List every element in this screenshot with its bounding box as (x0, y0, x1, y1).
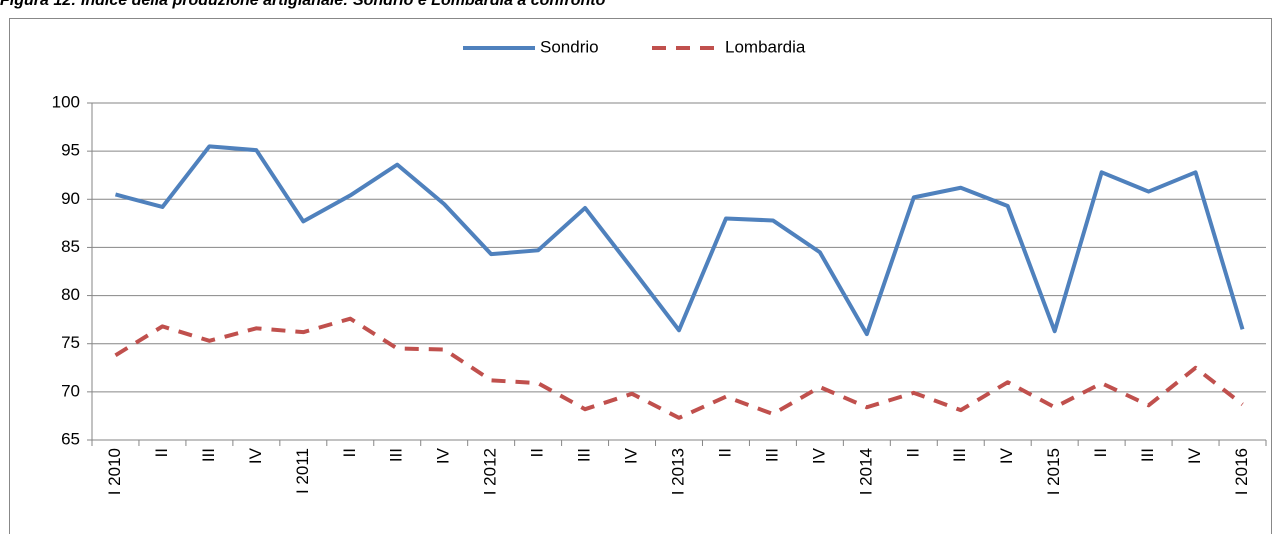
x-tick-label: I 2015 (1044, 448, 1063, 495)
x-tick-label: IV (622, 447, 641, 464)
x-tick-label: IV (246, 447, 265, 464)
x-tick-label: IV (809, 447, 828, 464)
x-tick-label: II (715, 448, 734, 457)
x-tick-label: III (1138, 448, 1157, 462)
x-tick-label: III (575, 448, 594, 462)
y-tick-label: 85 (61, 237, 80, 256)
x-tick-label: IV (997, 447, 1016, 464)
x-tick-label: I 2012 (481, 448, 500, 495)
chart-title: Figura 12: Indice della produzione artig… (0, 0, 606, 9)
x-tick-label: III (762, 448, 781, 462)
y-tick-label: 95 (61, 141, 80, 160)
x-tick-label: IV (1185, 447, 1204, 464)
legend-label: Sondrio (540, 37, 599, 56)
x-tick-label: II (152, 448, 171, 457)
chart-frame (9, 18, 1272, 534)
y-tick-label: 80 (61, 285, 80, 304)
y-tick-label: 90 (61, 189, 80, 208)
series-line (114, 316, 1244, 420)
x-tick-label: I 2010 (105, 448, 124, 495)
y-tick-label: 100 (52, 92, 80, 111)
y-tick-label: 70 (61, 381, 80, 400)
x-tick-label: I 2014 (856, 448, 875, 495)
legend-label: Lombardia (725, 37, 806, 56)
x-tick-label: IV (434, 447, 453, 464)
x-tick-label: II (903, 448, 922, 457)
x-tick-label: III (199, 448, 218, 462)
x-tick-label: II (528, 448, 547, 457)
x-tick-label: II (1091, 448, 1110, 457)
x-tick-label: III (387, 448, 406, 462)
y-tick-label: 65 (61, 429, 80, 448)
series-line (114, 144, 1245, 337)
x-tick-label: III (950, 448, 969, 462)
y-tick-label: 75 (61, 333, 80, 352)
x-tick-label: I 2011 (293, 448, 312, 494)
x-tick-label: I 2013 (668, 448, 687, 495)
x-tick-label: I 2016 (1232, 448, 1251, 495)
x-tick-label: II (340, 448, 359, 457)
